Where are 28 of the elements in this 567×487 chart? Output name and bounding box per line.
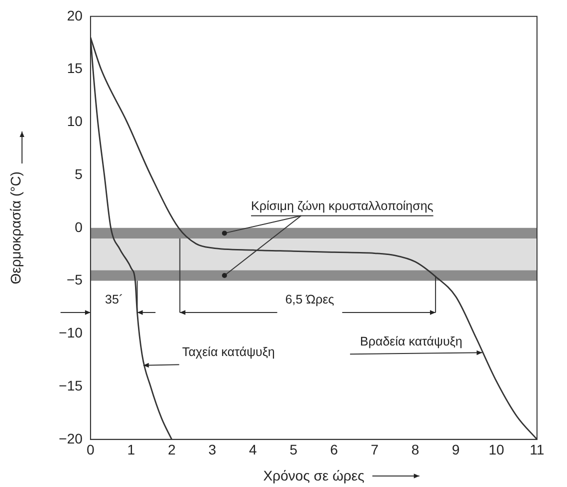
y-axis-title: Θερμοκρασία (°C) [7,172,24,284]
x-tick-label: 3 [208,442,216,458]
y-tick-label: −20 [58,430,83,446]
x-tick-label: 0 [86,442,95,458]
x-tick-label: 6 [330,442,338,458]
annotation: Βραδεία κατάψυξη [360,334,462,349]
y-tick-label: −10 [58,324,83,341]
x-tick-label: 4 [248,442,257,458]
x-tick-label: 5 [290,442,298,458]
x-tick-label: 9 [452,442,460,458]
x-tick-label: 8 [411,442,420,458]
annotation: 6,5 Ώρες [285,292,334,306]
x-tick-label: 1 [127,442,136,458]
x-tick-label: 11 [530,442,544,458]
x-tick-label: 10 [488,442,504,458]
y-tick-label: 0 [74,218,83,235]
y-tick-label: 10 [66,113,83,130]
annotation: Ταχεία κατάψυξη [182,345,275,360]
y-tick-label: 20 [66,7,83,24]
x-tick-label: 2 [168,442,176,458]
y-tick-label: −15 [58,377,83,394]
x-tick-label: 7 [370,442,379,458]
y-tick-label: 15 [66,60,83,76]
y-tick-label: −5 [66,272,83,288]
x-axis-title: Χρόνος σε ώρες [263,467,365,484]
y-tick-label: 5 [74,166,83,182]
annotation: 35´ [105,292,124,306]
annotation: Κρίσιμη ζώνη κρυσταλλοποίησης [251,199,434,214]
